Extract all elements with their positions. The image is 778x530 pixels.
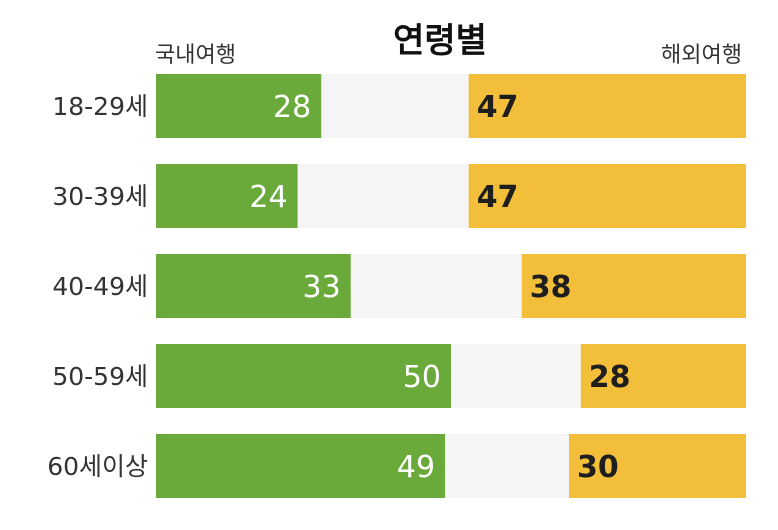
category-label: 18-29세: [52, 92, 148, 121]
bar-domestic: [156, 164, 298, 228]
bar-domestic: [156, 254, 351, 318]
bar-overseas: [521, 254, 746, 318]
chart-title: 연령별: [393, 21, 487, 61]
data-label-overseas: 38: [530, 270, 572, 305]
legend-domestic: 국내여행: [155, 43, 236, 68]
category-label: 50-59세: [52, 362, 148, 391]
data-label-domestic: 50: [403, 360, 441, 395]
category-label: 30-39세: [52, 182, 148, 211]
data-label-domestic: 49: [397, 450, 435, 485]
bar-overseas: [580, 344, 746, 408]
bar-overseas: [569, 434, 746, 498]
bar-domestic: [156, 434, 446, 498]
category-label: 40-49세: [52, 272, 148, 301]
data-label-domestic: 24: [249, 180, 287, 215]
bar-rows: 18-29세 28 47 30-39세 24 47 40-49세 33 38 50-59세 50 28…: [47, 74, 746, 498]
data-label-overseas: 47: [477, 90, 519, 125]
bar-overseas: [468, 74, 746, 138]
bar-domestic: [156, 344, 451, 408]
legend-overseas: 해외여행: [661, 43, 742, 68]
data-label-overseas: 47: [477, 180, 519, 215]
data-label-domestic: 33: [303, 270, 341, 305]
data-label-overseas: 30: [577, 450, 619, 485]
bar-overseas: [468, 164, 746, 228]
category-label: 60세이상: [47, 452, 148, 481]
bar-domestic: [156, 74, 322, 138]
data-label-overseas: 28: [589, 360, 631, 395]
data-label-domestic: 28: [273, 90, 311, 125]
